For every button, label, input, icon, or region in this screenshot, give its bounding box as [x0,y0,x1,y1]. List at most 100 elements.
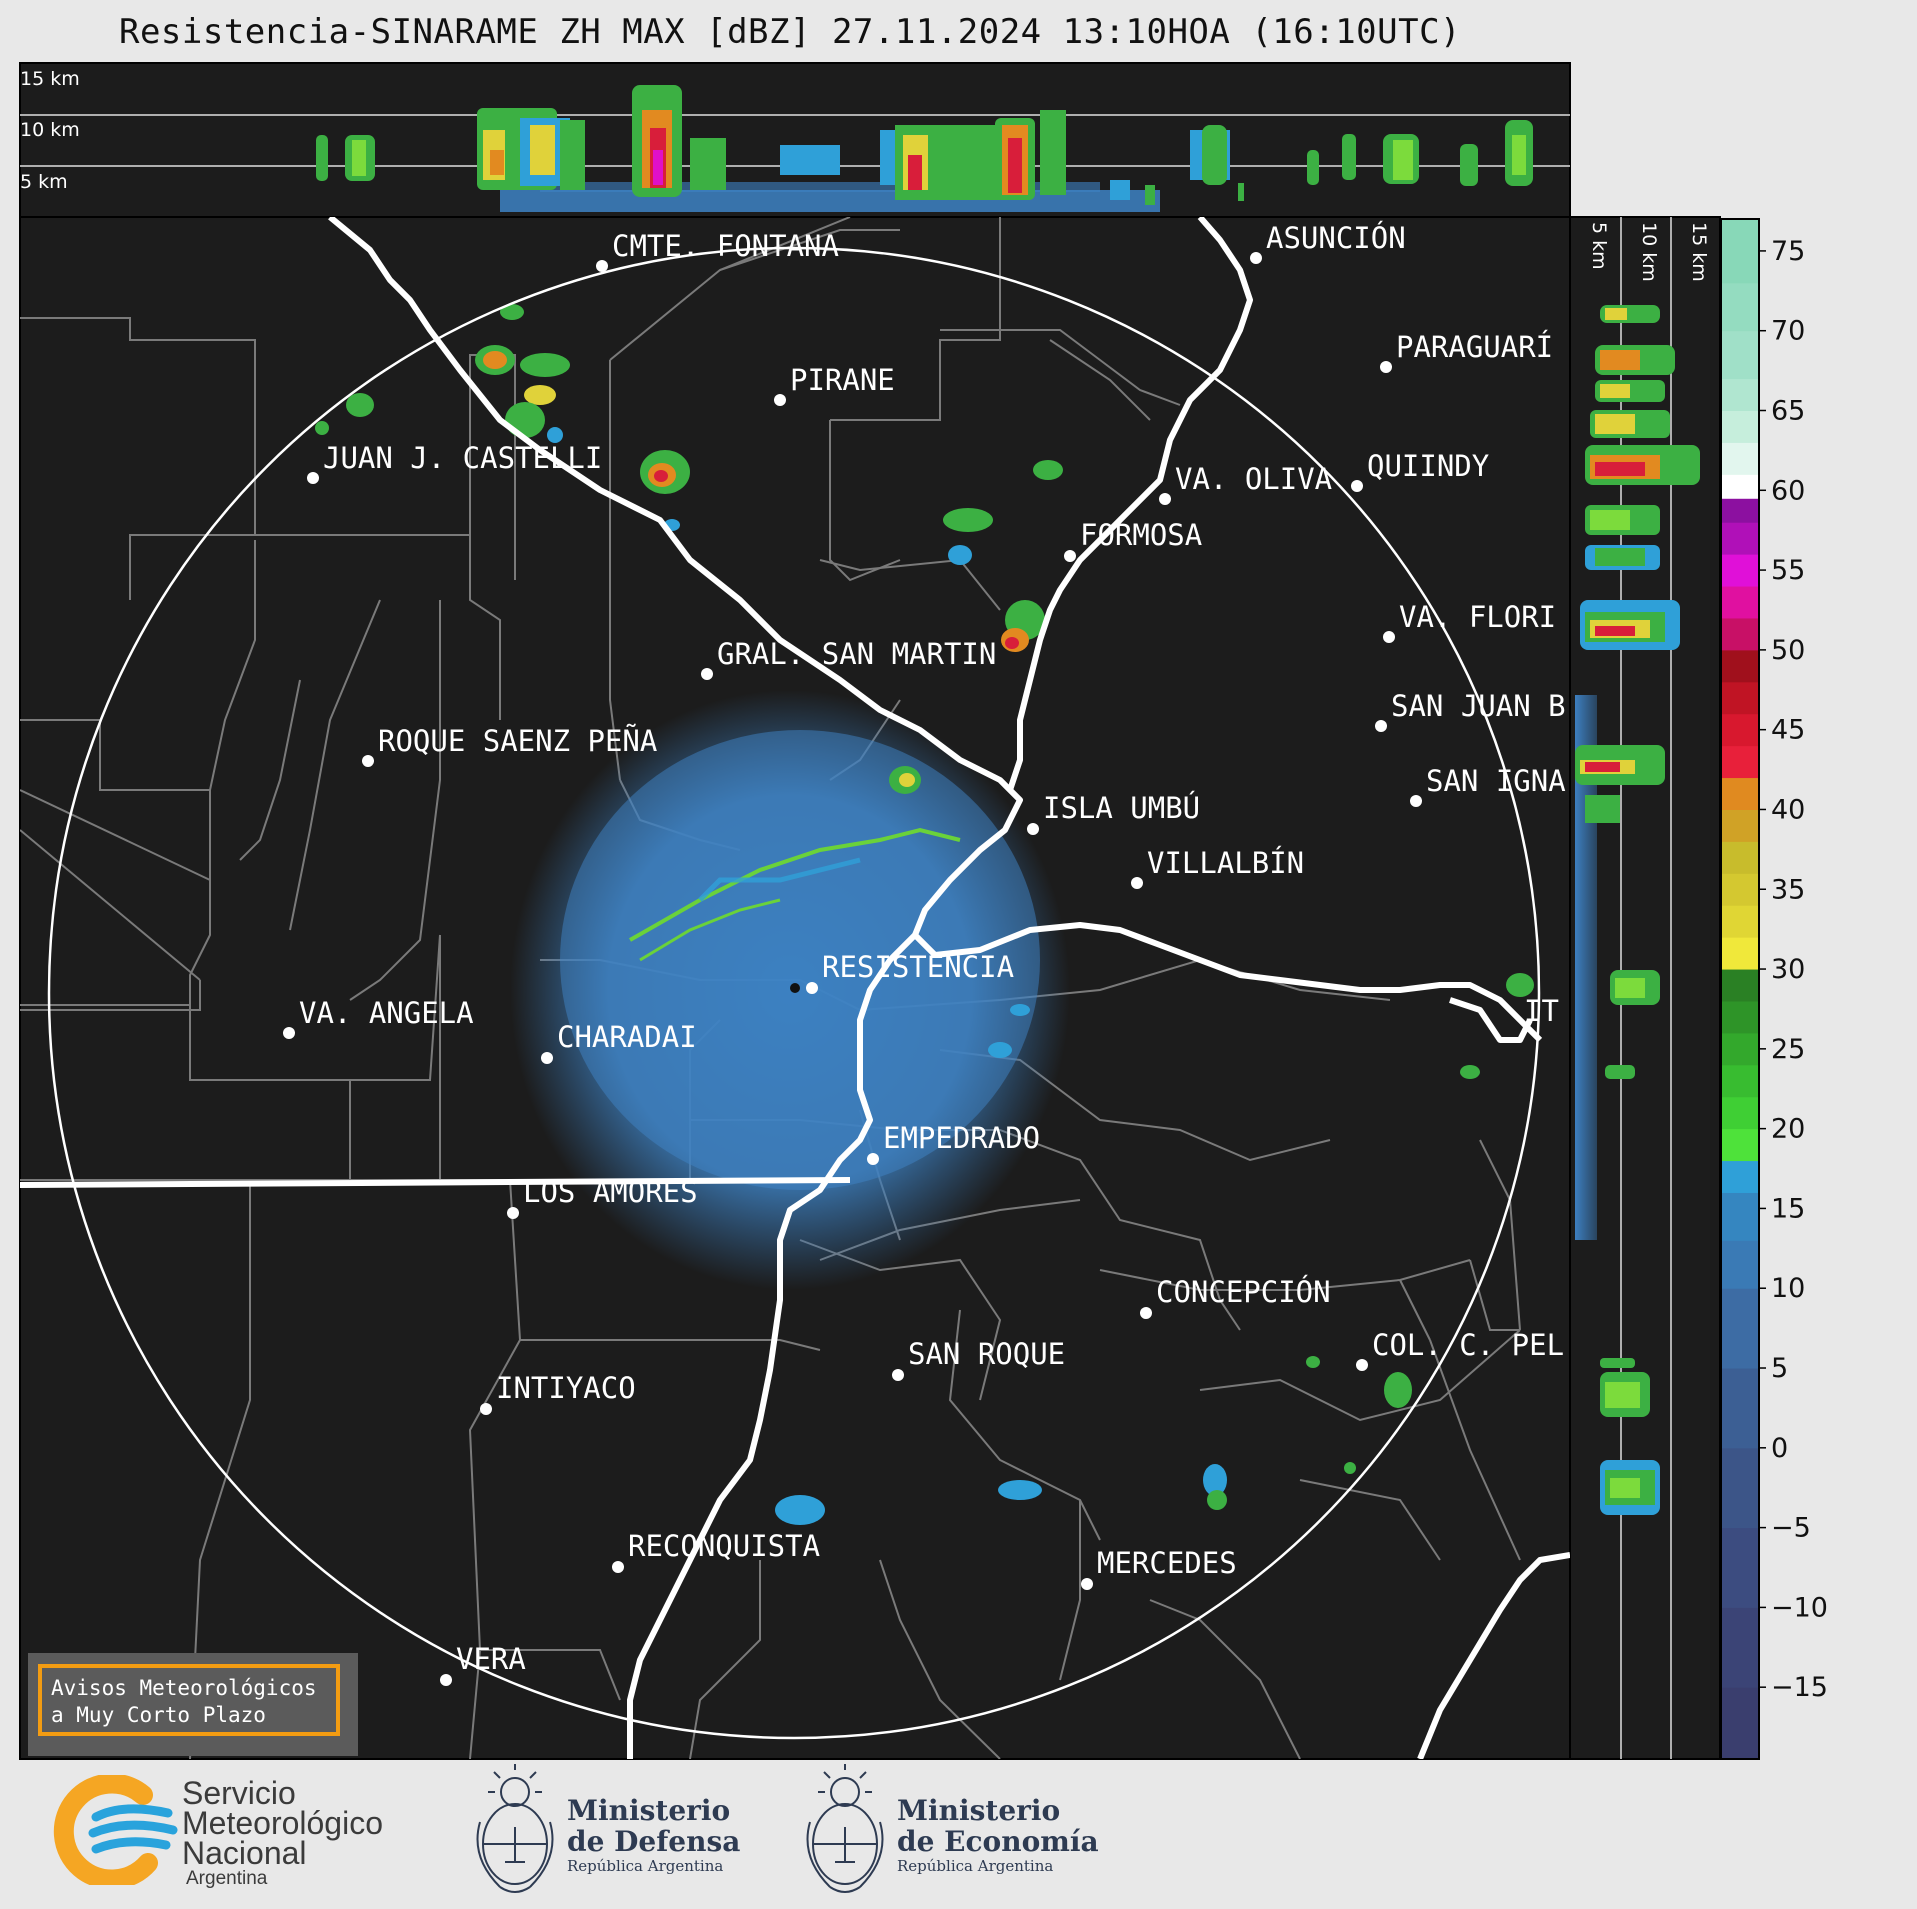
colorbar-band [1721,681,1759,715]
economia-name: Ministerio de Economía República Argenti… [897,1794,1099,1875]
colorbar-band [1721,969,1759,1002]
colorbar-tick-label: 55 [1771,555,1805,586]
colorbar-band [1721,1160,1759,1193]
city-label: VA. OLIVA [1175,462,1332,496]
colorbar-band [1721,586,1759,619]
range-ring [47,246,1541,1740]
colorbar-band [1721,1240,1759,1289]
rivers [20,217,1570,1759]
colorbar-band [1721,649,1759,683]
city-label: MERCEDES [1097,1546,1237,1580]
notice-box: Avisos Meteorológicos a Muy Corto Plazo [38,1664,340,1736]
city-label: SAN IGNA [1426,764,1566,798]
colorbar-band [1721,330,1759,380]
colorbar-band [1721,554,1759,587]
colorbar-band [1721,809,1759,842]
colorbar-band [1721,1032,1759,1066]
notice-panel [28,1653,358,1756]
city-label: INTIYACO [496,1371,636,1405]
city-label: EMPEDRADO [883,1121,1040,1155]
colorbar-band [1721,498,1759,523]
colorbar-tick-label: 5 [1771,1353,1788,1384]
colorbar-tick-label: 40 [1771,794,1805,825]
colorbar-band [1721,1096,1759,1130]
colorbar-band [1721,1687,1759,1760]
colorbar-tick-label: −15 [1771,1672,1828,1703]
city-label: VA. FLORI [1399,600,1556,634]
colorbar-tick-label: 10 [1771,1273,1805,1304]
colorbar-tick-label: 75 [1771,236,1805,267]
colorbar-band [1721,410,1759,443]
city-label: ISLA UMBÚ [1043,791,1200,825]
city-label: VILLALBÍN [1147,846,1304,880]
city-label: RESISTENCIA [822,950,1014,984]
colorbar-band [1721,1288,1759,1369]
colorbar-band [1721,905,1759,938]
defensa-name: Ministerio de Defensa República Argentin… [567,1794,741,1875]
colorbar-tick-label: 50 [1771,635,1805,666]
city-labels: CMTE. FONTANA ASUNCIÓN PIRANE PARAGUARÍ … [283,221,1566,1686]
city-label: COL. C. PEL [1372,1328,1564,1362]
smn-logo-icon [53,1775,178,1885]
right-height-label-15: 15 km [1688,222,1710,282]
colorbar-tick-label: 25 [1771,1034,1805,1065]
radar-site-marker [790,983,800,993]
colorbar-tick-label: 65 [1771,396,1805,427]
city-label: PARAGUARÍ [1396,330,1553,364]
notice-line-2: a Muy Corto Plazo [51,1703,266,1727]
argentina-coat-of-arms-icon [476,1764,554,1893]
colorbar-band [1721,282,1759,332]
city-label: CMTE. FONTANA [612,229,839,263]
colorbar-tick-label: 35 [1771,874,1805,905]
colorbar-band [1721,1192,1759,1241]
city-label: ROQUE SAENZ PEÑA [378,724,657,758]
city-label: IT [1524,994,1559,1028]
map-panel [19,216,1571,1760]
colorbar-band [1721,522,1759,555]
colorbar-band [1721,378,1759,412]
colorbar-band [1721,873,1759,906]
colorbar-band [1721,442,1759,475]
city-label: FORMOSA [1080,518,1202,552]
city-label: SAN ROQUE [908,1337,1065,1371]
city-label: GRAL. SAN MARTIN [717,637,996,671]
colorbar-band [1721,745,1759,779]
colorbar-tick-label: −5 [1771,1513,1811,1544]
colorbar-band [1721,1527,1759,1608]
colorbar-tick-label: 0 [1771,1433,1788,1464]
colorbar-band [1721,1368,1759,1449]
colorbar-tick-label: 20 [1771,1114,1805,1145]
colorbar-band [1721,777,1759,810]
top-height-label-10: 10 km [20,119,80,141]
colorbar-band [1721,1447,1759,1529]
city-label: ASUNCIÓN [1266,221,1406,255]
city-label: VA. ANGELA [299,996,474,1030]
colorbar-tick-label: 60 [1771,475,1805,506]
colorbar-tick-label: 15 [1771,1193,1805,1224]
city-label: CONCEPCIÓN [1156,1275,1331,1309]
city-label: SAN JUAN B [1391,689,1566,723]
city-label: QUIINDY [1367,449,1489,483]
page-title: Resistencia-SINARAME ZH MAX [dBZ] 27.11.… [118,12,1462,52]
colorbar-band [1721,1000,1759,1034]
city-label: VERA [456,1642,526,1676]
city-label: PIRANE [790,363,895,397]
colorbar-tick-label: 70 [1771,316,1805,347]
notice-line-1: Avisos Meteorológicos [51,1676,317,1700]
right-cross-section: 5 km 10 km 15 km [1569,216,1721,1760]
colorbar-band [1721,937,1759,970]
colorbar-band [1721,713,1759,747]
colorbar-tick-label: 45 [1771,715,1805,746]
colorbar-band [1721,841,1759,874]
top-cross-section: 15 km 10 km 5 km [19,62,1571,218]
right-height-label-5: 5 km [1588,222,1610,270]
city-label: LOS AMORES [523,1175,698,1209]
colorbar-band [1721,1607,1759,1688]
colorbar-tick-label: −10 [1771,1592,1828,1623]
colorbar-band [1721,617,1759,651]
top-height-label-15: 15 km [20,68,80,90]
argentina-coat-of-arms-icon [806,1764,884,1893]
right-height-label-10: 10 km [1638,222,1660,282]
